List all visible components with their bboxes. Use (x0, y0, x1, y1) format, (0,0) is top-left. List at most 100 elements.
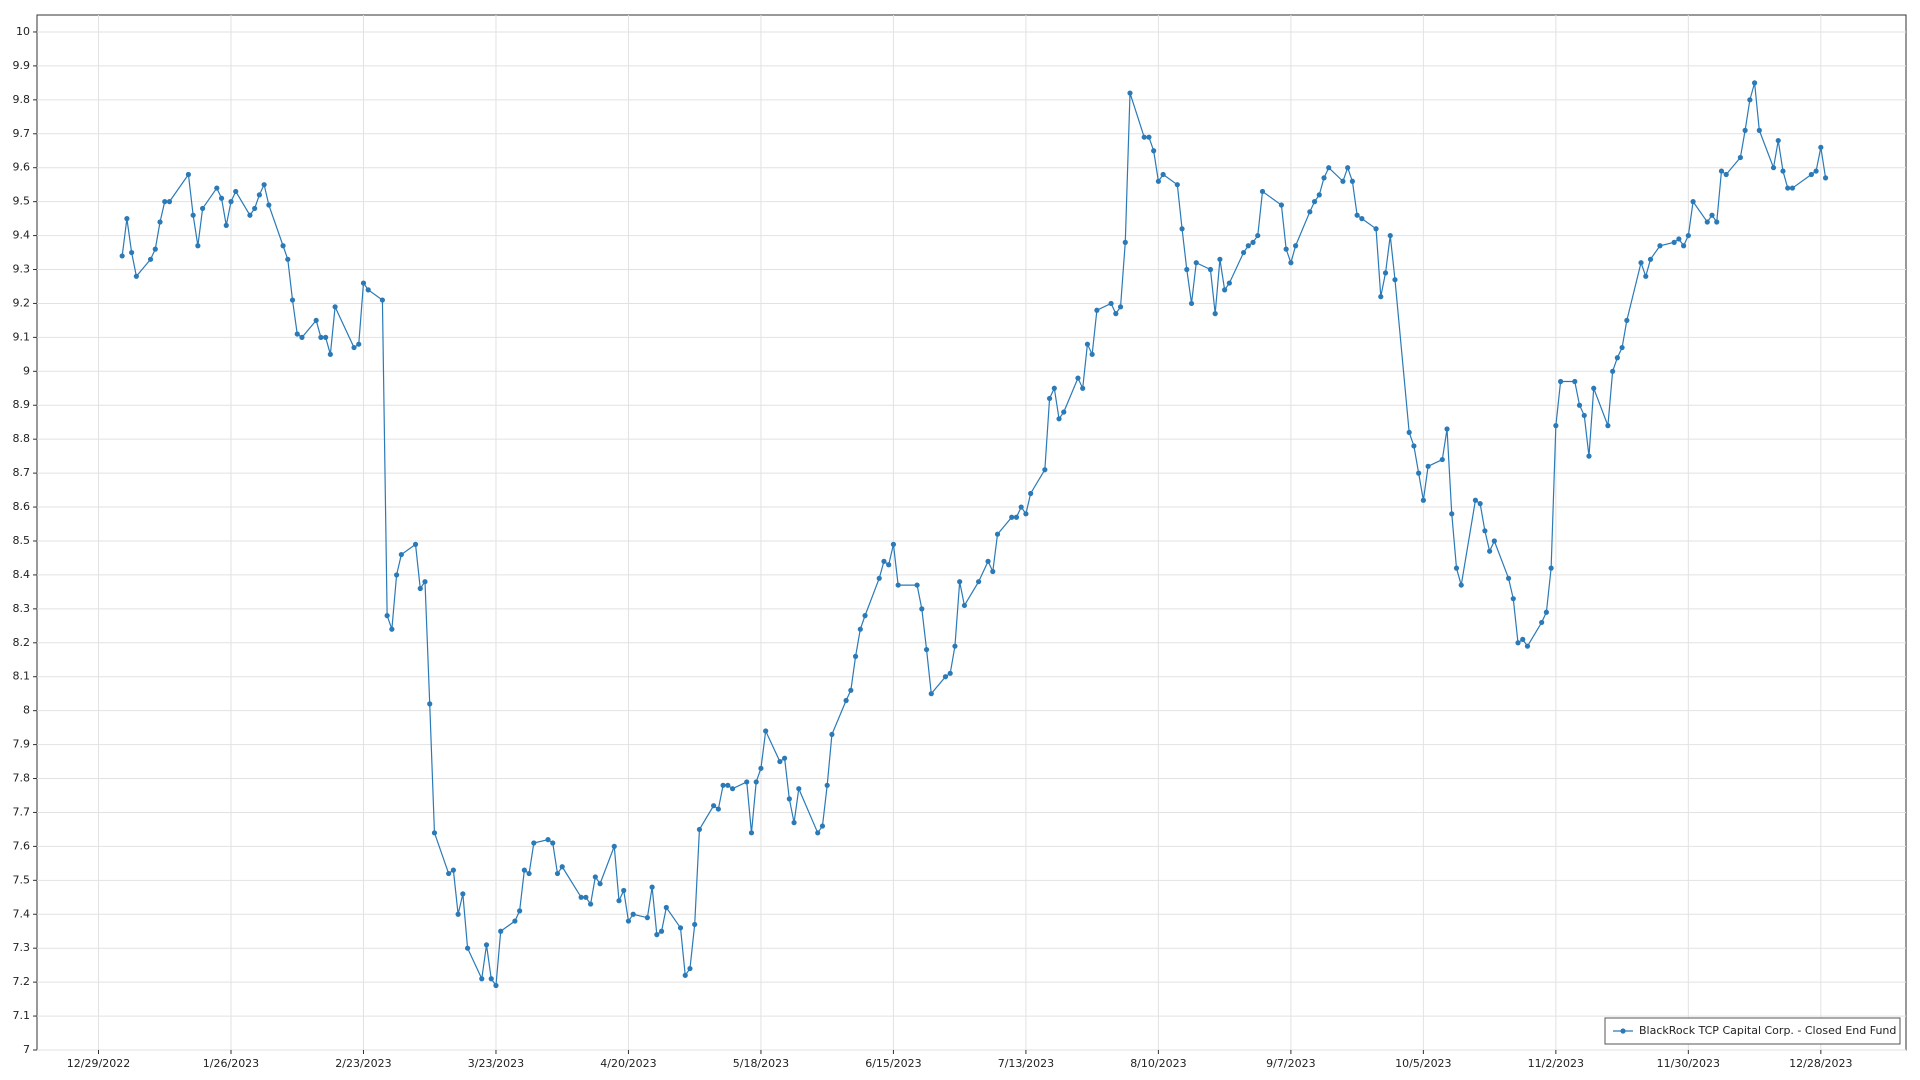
data-point (545, 837, 551, 843)
y-tick-label: 8.3 (13, 602, 31, 615)
data-point (427, 701, 433, 707)
data-point (1539, 619, 1545, 626)
data-point (957, 579, 963, 585)
data-point (294, 331, 300, 337)
data-point (1411, 443, 1417, 449)
y-tick-label: 8 (23, 704, 30, 717)
data-point (796, 786, 802, 792)
data-point (649, 884, 655, 890)
data-point (185, 171, 192, 178)
data-point (1316, 192, 1322, 198)
legend-label: BlackRock TCP Capital Corp. - Closed End… (1639, 1024, 1896, 1037)
data-point (1704, 219, 1710, 225)
data-point (1217, 256, 1223, 262)
y-tick-label: 7.5 (13, 873, 31, 886)
data-point (1013, 514, 1020, 520)
data-point (166, 199, 173, 205)
data-point (862, 613, 868, 619)
data-point (526, 870, 532, 877)
data-point (356, 341, 362, 347)
data-point (1510, 596, 1516, 602)
x-tick-label: 1/26/2023 (203, 1057, 259, 1070)
data-point (233, 188, 239, 195)
y-tick-label: 9.5 (13, 195, 31, 208)
data-point (1387, 232, 1393, 239)
data-point (1321, 175, 1327, 181)
data-point (559, 864, 565, 870)
data-point (1491, 538, 1497, 544)
data-point (1789, 185, 1796, 191)
data-point (994, 531, 1001, 537)
data-point (578, 894, 584, 900)
data-point (1151, 148, 1157, 154)
series-line (121, 82, 1827, 988)
y-tick-label: 9.3 (13, 263, 31, 276)
data-point (498, 928, 504, 934)
data-point (412, 541, 419, 547)
data-point (1117, 304, 1124, 310)
data-point (417, 585, 423, 592)
data-point (223, 222, 229, 228)
data-point (1785, 185, 1791, 191)
data-point (1610, 368, 1616, 374)
data-point (1378, 294, 1384, 300)
data-point (848, 687, 854, 693)
data-point (1747, 97, 1753, 103)
grid (37, 15, 1906, 1051)
data-point (1094, 307, 1100, 313)
data-point (252, 205, 258, 212)
y-tick-label: 7.7 (13, 805, 31, 818)
data-point (1425, 463, 1431, 469)
data-point (1818, 144, 1824, 150)
x-tick-label: 10/5/2023 (1395, 1057, 1451, 1070)
data-point (1283, 246, 1289, 252)
data-point (446, 870, 452, 877)
data-point (961, 602, 968, 609)
data-point (195, 243, 201, 249)
legend-box (1604, 1017, 1901, 1045)
data-point (162, 199, 168, 205)
data-point (1392, 277, 1398, 283)
y-tick-label: 9.9 (13, 59, 31, 72)
data-point (1690, 199, 1696, 205)
data-point (398, 551, 404, 558)
data-point (1524, 643, 1531, 649)
data-point (890, 541, 897, 547)
data-point (1709, 212, 1715, 218)
data-point (1089, 351, 1095, 357)
y-tick-label: 7.4 (13, 907, 31, 920)
data-point (1141, 134, 1147, 140)
data-point (450, 867, 456, 873)
data-point (1822, 175, 1829, 181)
y-tick-label: 8.8 (13, 432, 31, 445)
data-point (1288, 260, 1294, 266)
data-point (554, 870, 561, 877)
data-point (512, 918, 518, 924)
data-point (157, 219, 163, 225)
x-tick-label: 7/13/2023 (998, 1057, 1054, 1070)
data-point (1359, 216, 1365, 222)
x-tick-label: 8/10/2023 (1130, 1057, 1186, 1070)
data-point (1643, 273, 1649, 279)
data-point (1472, 497, 1479, 503)
y-tick-label: 7.1 (13, 1009, 31, 1022)
x-tick-label: 5/18/2023 (733, 1057, 789, 1070)
plot-area (36, 14, 1907, 1051)
data-point (1548, 565, 1554, 571)
data-point (1212, 311, 1218, 317)
data-point (483, 942, 490, 948)
data-point (280, 243, 286, 249)
data-point (1681, 243, 1687, 249)
data-point (611, 843, 617, 849)
data-point (214, 185, 220, 191)
data-point (1373, 226, 1379, 232)
data-point (1222, 287, 1228, 293)
y-tick-label: 9.4 (13, 229, 31, 242)
data-point (200, 205, 206, 212)
data-point (985, 558, 991, 564)
data-point (1586, 453, 1592, 459)
data-point (1737, 154, 1743, 161)
data-point (394, 572, 400, 578)
x-tick-label: 2/23/2023 (335, 1057, 391, 1070)
